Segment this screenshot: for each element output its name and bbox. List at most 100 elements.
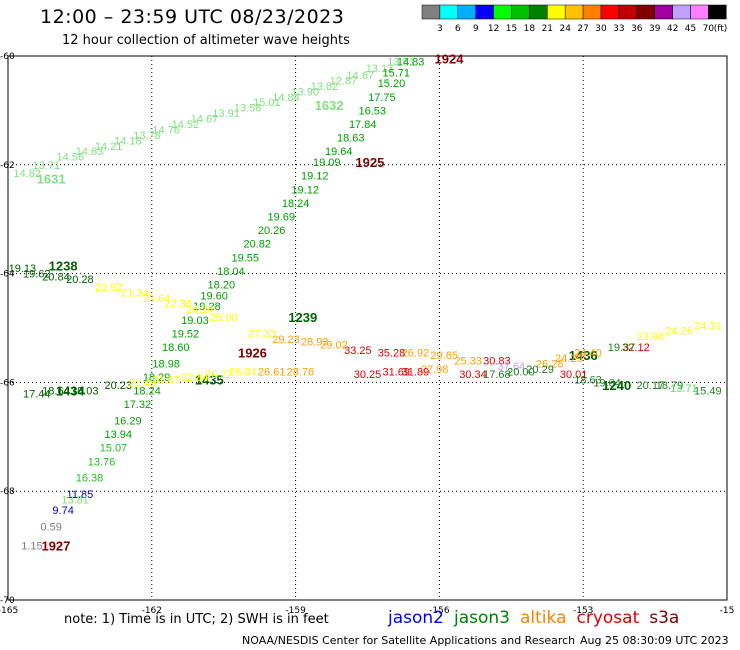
wave-height-value: 17.68 [483, 369, 511, 381]
color-scale-label: 9 [473, 24, 479, 34]
wave-height-value: 30.25 [354, 369, 382, 381]
satellite-name-altika: altika [520, 608, 567, 628]
wave-height-value: 19.60 [200, 290, 228, 302]
wave-height-value: 13.78 [133, 130, 161, 142]
wave-height-value: 24.26 [665, 326, 693, 338]
wave-height-value: 17.84 [349, 119, 377, 131]
wave-height-value: 27.98 [421, 364, 449, 376]
satellite-name-s3a: s3a [649, 608, 680, 628]
wave-height-value: 14.21 [95, 141, 123, 153]
wave-height-value: 20.52 [95, 282, 123, 294]
wave-height-value: 20.26 [258, 225, 286, 237]
lon-tick-label: -162 [142, 606, 162, 616]
wave-height-value: 18.29 [143, 372, 171, 384]
satellite-name-jason3: jason3 [454, 608, 510, 628]
wave-height-value: 24.24 [186, 304, 214, 316]
wave-height-value: 12.87 [330, 75, 358, 87]
wave-height-value: 18.63 [574, 375, 602, 387]
wave-height-value: 28.76 [287, 367, 315, 379]
wave-height-value: 13.13 [366, 63, 394, 75]
generation-timestamp: Aug 25 08:30:09 UTC 2023 [580, 634, 729, 647]
lat-tick-label: -60 [0, 52, 15, 62]
wave-height-value: 29.02 [320, 339, 348, 351]
wave-height-value: 17.32 [124, 399, 152, 411]
wave-height-value: 14.83 [397, 56, 425, 68]
wave-height-value: 14.84 [272, 92, 300, 104]
wave-height-value: 20.00 [507, 367, 535, 379]
color-scale-label: 30 [595, 24, 607, 34]
color-scale-unit: (ft) [714, 24, 728, 34]
wave-height-value: 14.67 [347, 70, 375, 82]
wave-height-value: 13.51 [387, 56, 415, 68]
lat-tick-label: -68 [0, 487, 15, 497]
wave-height-value: 13.82 [311, 81, 339, 93]
color-scale-label: 12 [488, 24, 499, 34]
wave-height-value: 24.29 [555, 353, 583, 365]
wave-height-value: 16.53 [359, 105, 387, 117]
wave-height-value: 19.12 [291, 184, 319, 196]
wave-height-value: 21.45 [128, 377, 156, 389]
color-scale-label: 18 [524, 24, 536, 34]
wave-height-value: 30.34 [459, 369, 487, 381]
wave-height-value: 14.63 [76, 146, 104, 158]
wave-height-value: 20.82 [243, 239, 271, 251]
satellite-legend: jason2 jason3 altika cryosat s3a [388, 608, 689, 628]
wave-height-value: 15.20 [378, 78, 406, 90]
wave-height-value: 13.94 [104, 429, 132, 441]
wave-height-value: 15.07 [100, 443, 128, 455]
pass-time-label: 1434 [56, 384, 86, 399]
wave-height-value: 19.37 [608, 342, 636, 354]
color-scale-bar: 3 6 9 12 15 18 21 24 27 30 33 36 39 42 45 70 (ft) [421, 4, 728, 34]
color-scale-label: 21 [542, 24, 553, 34]
wave-height-value: 18.04 [217, 266, 245, 278]
pass-time-label: 1238 [49, 258, 78, 273]
wave-height-value: 13.91 [212, 108, 240, 120]
wave-height-value: 25.00 [210, 312, 238, 324]
color-scale-label: 42 [667, 24, 678, 34]
wave-height-value: 20.23 [104, 380, 132, 392]
wave-height-value: 37.64 [498, 361, 526, 373]
wave-height-value: 26.28 [536, 358, 564, 370]
wave-height-value: 19.03 [181, 315, 209, 327]
wave-height-value: 15.49 [694, 386, 722, 398]
wave-height-value: 0.59 [40, 522, 61, 534]
pass-time-label: 1239 [288, 310, 317, 325]
pass-time-label: 1925 [355, 155, 384, 170]
wave-height-value: 14.52 [172, 119, 200, 131]
lon-tick-label: -153 [573, 606, 593, 616]
satellite-name-jason2: jason2 [388, 608, 444, 628]
wave-height-value: 19.28 [193, 301, 221, 313]
wave-height-value: 13.81 [61, 494, 89, 506]
wave-height-value: 17.75 [368, 92, 396, 104]
map-frame [7, 55, 728, 601]
color-scale-label: 27 [577, 24, 588, 34]
color-swatch [708, 4, 727, 20]
wave-height-value: 29.65 [430, 350, 458, 362]
pass-time-label: 1435 [195, 373, 224, 388]
wave-height-value: 14.76 [152, 124, 180, 136]
pass-time-label: 1924 [435, 52, 465, 67]
color-scale-label: 36 [631, 24, 643, 34]
wave-height-value: 19.13 [9, 263, 37, 275]
color-scale-label: 33 [613, 24, 624, 34]
wave-height-value: 9.74 [52, 505, 73, 517]
wave-height-value: 18.03 [71, 386, 99, 398]
footer-note: note: 1) Time is in UTC; 2) SWH is in fe… [64, 612, 329, 627]
wave-height-value: 24.31 [694, 320, 722, 332]
wave-height-value: 19.69 [267, 211, 295, 223]
wave-height-value: 35.28 [378, 347, 406, 359]
wave-height-value: 17.44 [23, 388, 51, 400]
lon-tick-label: -15 [720, 606, 735, 616]
wave-height-value: 16.38 [76, 473, 104, 485]
pass-time-label: 1926 [238, 345, 267, 360]
wave-height-value: 26.61 [258, 367, 286, 379]
wave-height-value: 19.55 [232, 252, 260, 264]
wave-height-value: 19.64 [325, 146, 353, 158]
wave-height-value: 14.18 [114, 135, 142, 147]
wave-height-value: 21.34 [121, 288, 149, 300]
color-scale-label: 15 [506, 24, 517, 34]
lat-tick-label: -62 [0, 161, 15, 171]
page-title: 12:00 – 23:59 UTC 08/23/2023 [40, 6, 345, 28]
wave-height-value: 33.25 [344, 345, 372, 357]
wave-height-value: 15.71 [382, 67, 410, 79]
